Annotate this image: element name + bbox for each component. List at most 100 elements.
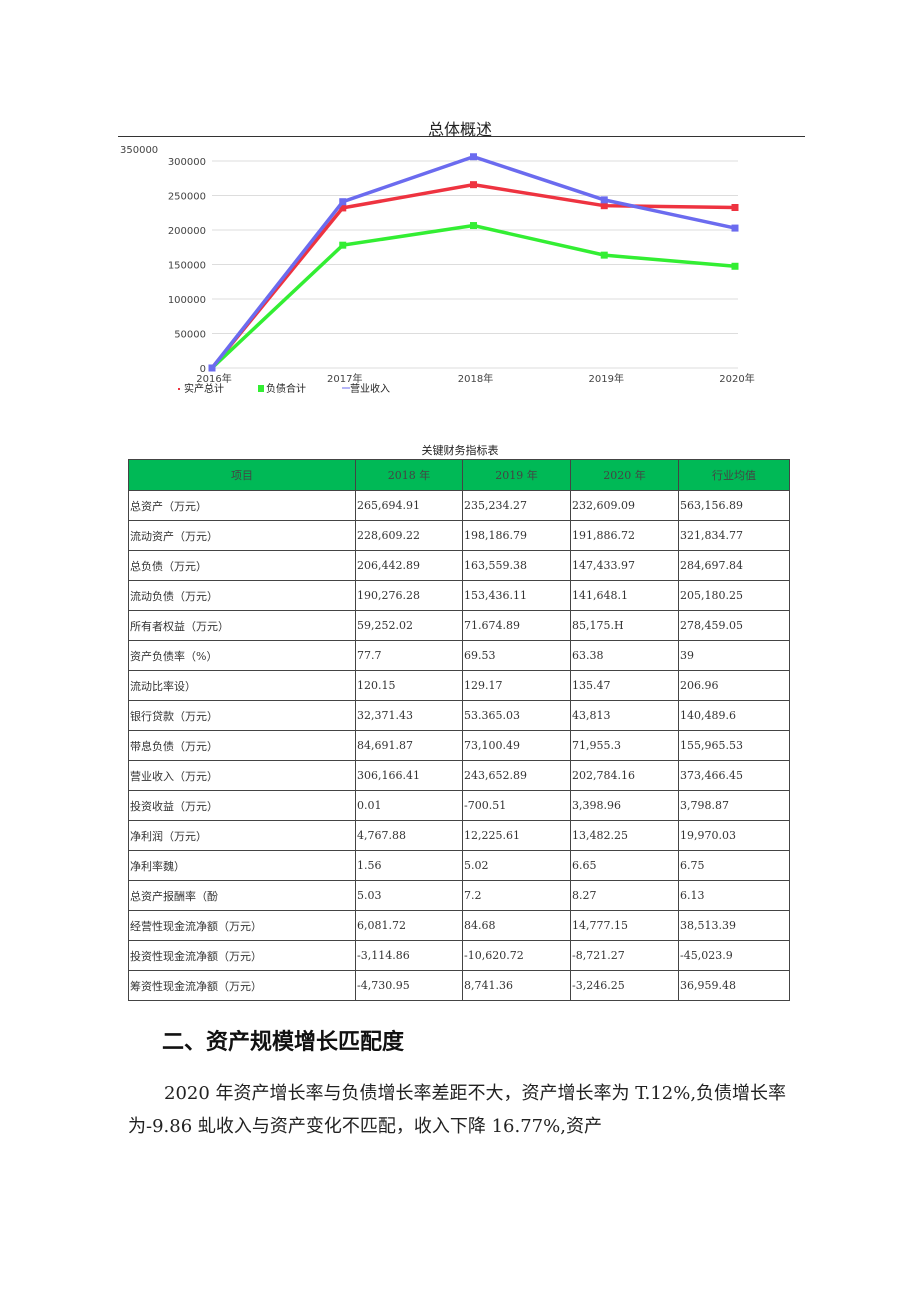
y-tick-label: 200000 bbox=[168, 226, 206, 237]
table-cell: 5.02 bbox=[462, 850, 571, 881]
row-label: 总负债（万元） bbox=[128, 550, 356, 581]
table-row: 所有者权益（万元） 59,252.02 71.674.89 85,175.H 278,4… bbox=[128, 610, 790, 641]
table-cell: -8,721.27 bbox=[570, 940, 679, 971]
table-cell: 12,225.61 bbox=[462, 820, 571, 851]
row-label: 投资性现金流净额（万元） bbox=[128, 940, 356, 971]
table-cell: 3,798.87 bbox=[678, 790, 790, 821]
row-label: 营业收入（万元） bbox=[128, 760, 356, 791]
table-cell: 84,691.87 bbox=[355, 730, 463, 761]
table-cell: 232,609.09 bbox=[570, 490, 679, 521]
series-line bbox=[210, 223, 736, 370]
table-cell: 5.03 bbox=[355, 880, 463, 911]
table-cell: 32,371.43 bbox=[355, 700, 463, 731]
x-tick-label: 2019年 bbox=[589, 372, 624, 385]
row-label: 流动负债（万元） bbox=[128, 580, 356, 611]
table-cell: 73,100.49 bbox=[462, 730, 571, 761]
table-cell: 235,234.27 bbox=[462, 490, 571, 521]
table-cell: 306,166.41 bbox=[355, 760, 463, 791]
legend-label: 营业收入 bbox=[350, 382, 390, 395]
data-point bbox=[600, 251, 608, 259]
data-point bbox=[731, 224, 739, 232]
section-paragraph: 2020 年资产增长率与负债增长率差距不大，资产增长率为 T.12%,负债增长率… bbox=[128, 1083, 787, 1137]
table-cell: 373,466.45 bbox=[678, 760, 790, 791]
table-row: 银行贷款（万元） 32,371.43 53.365.03 43,813 140,489.… bbox=[128, 700, 790, 731]
row-label: 筹资性现金流净额（万元） bbox=[128, 970, 356, 1001]
table-cell: 63.38 bbox=[570, 640, 679, 671]
table-cell: 0.01 bbox=[355, 790, 463, 821]
y-tick-label: 250000 bbox=[168, 192, 206, 203]
table-title: 关键财务指标表 bbox=[421, 444, 499, 457]
table-row: 总资产报酬率（酚 5.03 7.2 8.27 6.13 bbox=[128, 880, 790, 911]
row-label: 带息负债（万元） bbox=[128, 730, 356, 761]
table-cell: -3,246.25 bbox=[570, 970, 679, 1001]
table-cell: 19,970.03 bbox=[678, 820, 790, 851]
table-cell: 198,186.79 bbox=[462, 520, 571, 551]
table-row: 带息负债（万元） 84,691.87 73,100.49 71,955.3 155,96… bbox=[128, 730, 790, 761]
table-cell: -45,023.9 bbox=[678, 940, 790, 971]
column-header: 2020 年 bbox=[570, 459, 679, 491]
table-header-row: 项目 2018 年 2019 年 2020 年行业均值 bbox=[128, 459, 790, 491]
data-point bbox=[339, 198, 347, 206]
column-header: 2018 年 bbox=[355, 459, 463, 491]
data-point bbox=[731, 203, 739, 211]
column-header: 行业均值 bbox=[678, 459, 790, 491]
section-heading: 二、资产规模增长匹配度 bbox=[162, 1030, 405, 1055]
row-label: 净利率魏） bbox=[128, 850, 356, 881]
chart-title: 总体概述 bbox=[427, 120, 492, 139]
table-cell: 120.15 bbox=[355, 670, 463, 701]
y-tick-label: 50000 bbox=[174, 330, 206, 341]
row-label: 净利润（万元） bbox=[128, 820, 356, 851]
table-cell: -4,730.95 bbox=[355, 970, 463, 1001]
legend-marker bbox=[258, 385, 264, 392]
row-label: 总资产报酬率（酚 bbox=[128, 880, 356, 911]
divider bbox=[118, 136, 805, 137]
table-cell: 202,784.16 bbox=[570, 760, 679, 791]
table-row: 流动比率设） 120.15 129.17 135.47 206.96 bbox=[128, 670, 790, 701]
table-cell: 278,459.05 bbox=[678, 610, 790, 641]
table-row: 总资产（万元） 265,694.91 235,234.27 232,609.09 563… bbox=[128, 490, 790, 521]
table-cell: 265,694.91 bbox=[355, 490, 463, 521]
row-label: 流动资产（万元） bbox=[128, 520, 356, 551]
row-label: 经营性现金流净额（万元） bbox=[128, 910, 356, 941]
table-cell: 141,648.1 bbox=[570, 580, 679, 611]
table-cell: 205,180.25 bbox=[678, 580, 790, 611]
table-cell: 563,156.89 bbox=[678, 490, 790, 521]
table-cell: 69.53 bbox=[462, 640, 571, 671]
row-label: 流动比率设） bbox=[128, 670, 356, 701]
table-cell: 13,482.25 bbox=[570, 820, 679, 851]
data-point bbox=[600, 196, 608, 204]
series-line bbox=[210, 154, 736, 370]
data-point bbox=[470, 181, 477, 189]
table-cell: 36,959.48 bbox=[678, 970, 790, 1001]
table-cell: 4,767.88 bbox=[355, 820, 463, 851]
table-cell: 71,955.3 bbox=[570, 730, 679, 761]
financial-indicators-table: 项目 2018 年 2019 年 2020 年行业均值 总资产（万元） 265,694.… bbox=[128, 459, 790, 1001]
table-cell: -700.51 bbox=[462, 790, 571, 821]
data-point bbox=[208, 364, 216, 372]
table-row: 投资收益（万元） 0.01 -700.51 3,398.96 3,798.87 bbox=[128, 790, 790, 821]
table-cell: 6,081.72 bbox=[355, 910, 463, 941]
table-cell: 284,697.84 bbox=[678, 550, 790, 581]
table-cell: 39 bbox=[678, 640, 790, 671]
table-row: 经营性现金流净额（万元） 6,081.72 84.68 14,777.15 38,513… bbox=[128, 910, 790, 941]
table-cell: 84.68 bbox=[462, 910, 571, 941]
x-tick-label: 2016年 bbox=[196, 372, 231, 385]
x-tick-label: 2017年 bbox=[327, 372, 362, 385]
legend-marker bbox=[178, 388, 180, 390]
legend-label: 负债合计 bbox=[266, 382, 306, 395]
x-tick-label: 2018年 bbox=[458, 372, 493, 385]
table-row: 筹资性现金流净额（万元） -4,730.95 8,741.36 -3,246.25 36… bbox=[128, 970, 790, 1001]
table-row: 流动资产（万元） 228,609.22 198,186.79 191,886.72 32… bbox=[128, 520, 790, 551]
legend-label: 实产总计 bbox=[184, 382, 224, 395]
table-cell: 6.65 bbox=[570, 850, 679, 881]
table-cell: 38,513.39 bbox=[678, 910, 790, 941]
table-cell: 53.365.03 bbox=[462, 700, 571, 731]
line-chart: 0 50000 100000 150000 200000 250000 300000 3500… bbox=[120, 145, 755, 395]
table-cell: 140,489.6 bbox=[678, 700, 790, 731]
table-cell: 6.13 bbox=[678, 880, 790, 911]
table-row: 营业收入（万元） 306,166.41 243,652.89 202,784.16 37… bbox=[128, 760, 790, 791]
table-cell: 3,398.96 bbox=[570, 790, 679, 821]
table-cell: 155,965.53 bbox=[678, 730, 790, 761]
data-point bbox=[731, 262, 739, 270]
data-point bbox=[339, 241, 347, 249]
